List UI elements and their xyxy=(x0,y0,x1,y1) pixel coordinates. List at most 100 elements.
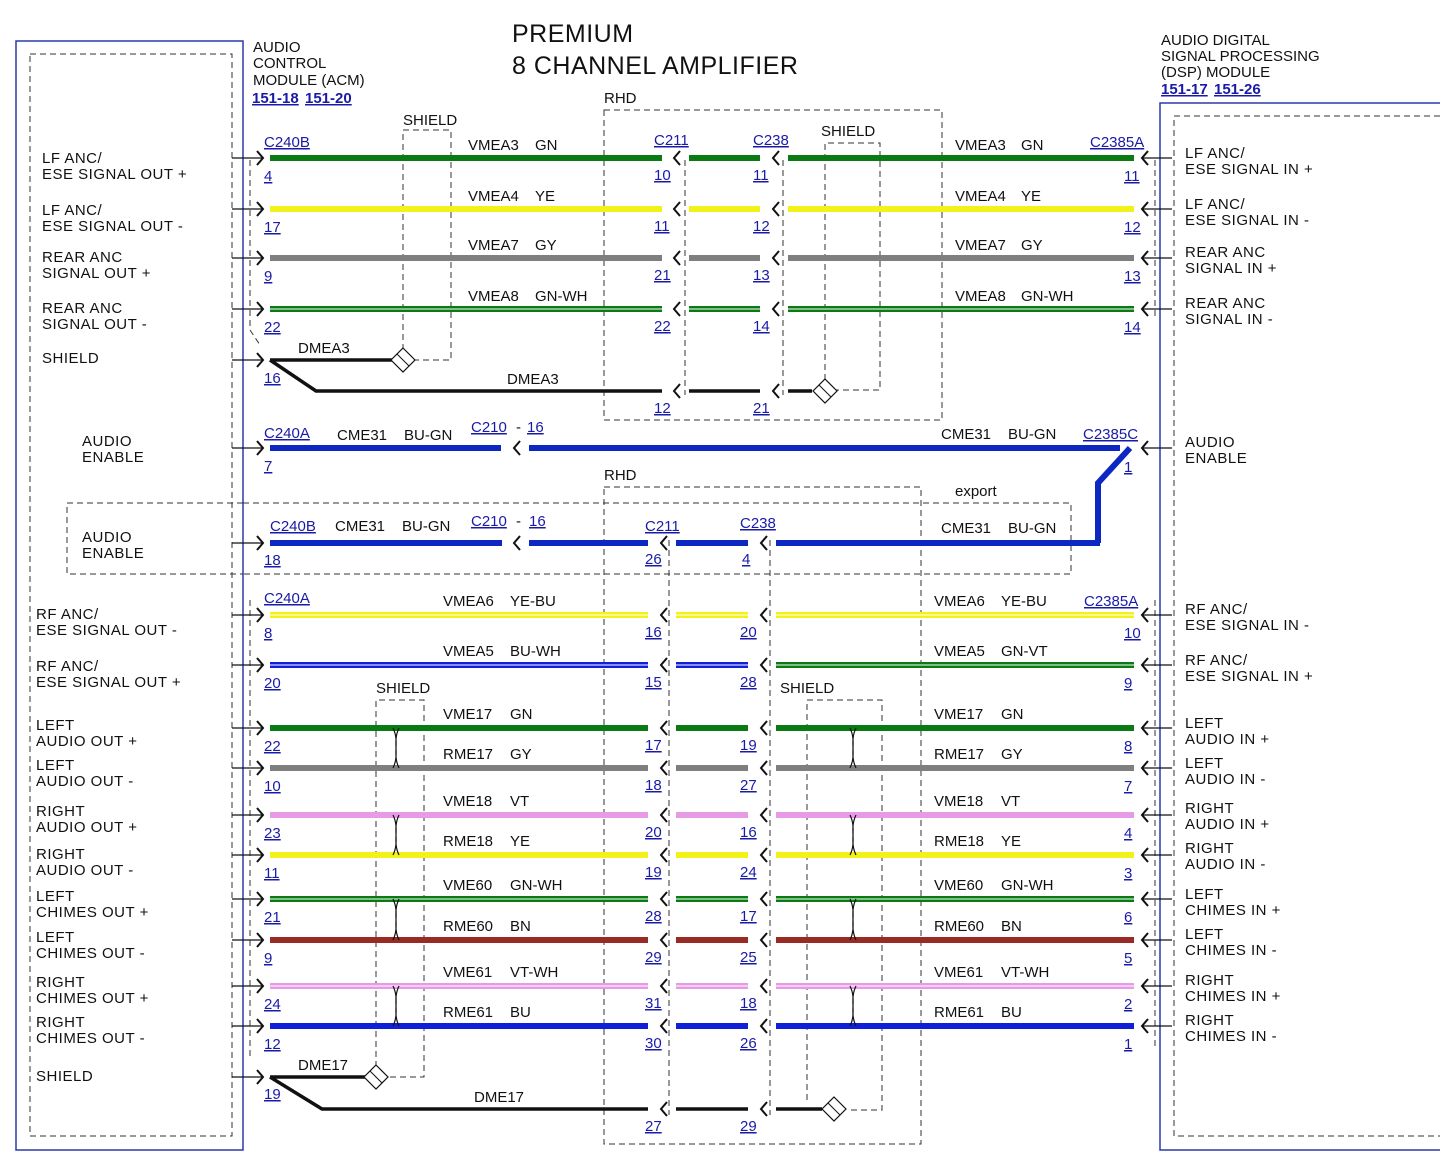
enable1-pin-dsp[interactable]: 1 xyxy=(1124,459,1132,476)
circuit-rme17-pin-c211[interactable]: 18 xyxy=(645,777,662,794)
circuit-vmea4-color-right: YE xyxy=(1021,188,1041,205)
circuit-rme60-pin-acm[interactable]: 9 xyxy=(264,950,272,967)
circuit-vme17-pin-c211[interactable]: 17 xyxy=(645,737,662,754)
circuit-vmea3-pin-c211[interactable]: 10 xyxy=(654,167,671,184)
circuit-vmea5-pin-c211[interactable]: 15 xyxy=(645,674,662,691)
acm-ref-link-1[interactable]: 151-18 xyxy=(252,90,299,107)
circuit-vmea4-pin-dsp[interactable]: 12 xyxy=(1124,219,1141,236)
connector-c240a-mid[interactable]: C240A xyxy=(264,425,310,442)
drain-top-pin-acm[interactable]: 16 xyxy=(264,370,281,387)
circuit-rme61-pin-dsp[interactable]: 1 xyxy=(1124,1036,1132,1053)
acm-ref-link-2[interactable]: 151-20 xyxy=(305,90,352,107)
circuit-rme18-pin-c238[interactable]: 24 xyxy=(740,864,757,881)
enable2-pin-c238[interactable]: 4 xyxy=(742,551,750,568)
drain-top-wire xyxy=(269,358,662,393)
circuit-vmea4-pin-acm[interactable]: 17 xyxy=(264,219,281,236)
circuit-vme60-pin-acm[interactable]: 21 xyxy=(264,909,281,926)
drain-low-c211-arrow xyxy=(659,1101,668,1117)
circuit-rme18-pin-dsp[interactable]: 3 xyxy=(1124,865,1132,882)
circuit-rme18-pin-c211[interactable]: 19 xyxy=(645,864,662,881)
enable2-pin-acm[interactable]: 18 xyxy=(264,552,281,569)
connector-c240b-mid[interactable]: C240B xyxy=(270,518,316,535)
circuit-vme60-pin-c238[interactable]: 17 xyxy=(740,908,757,925)
acm-pin-label: ENABLE xyxy=(82,545,144,562)
acm-pin-label: SHIELD xyxy=(42,350,99,367)
dsp-ref-link-1[interactable]: 151-17 xyxy=(1161,81,1208,98)
circuit-vme18-pin-c238[interactable]: 16 xyxy=(740,824,757,841)
circuit-vmea6-pin-c211[interactable]: 16 xyxy=(645,624,662,641)
connector-c210-mid2-pin[interactable]: 16 xyxy=(529,513,546,530)
circuit-vmea8-pin-acm[interactable]: 22 xyxy=(264,319,281,336)
drain-top-pin-c211[interactable]: 12 xyxy=(654,400,671,417)
enable1-pin-acm[interactable]: 7 xyxy=(264,458,272,475)
drain-top-c238-arrow xyxy=(771,383,780,399)
circuit-vme17-label-right: VME17 xyxy=(934,706,983,723)
circuit-rme60-pin-c238[interactable]: 25 xyxy=(740,949,757,966)
twisted-pair-right-1 xyxy=(849,727,857,769)
connector-c2385c[interactable]: C2385C xyxy=(1083,426,1138,443)
circuit-vmea3-pin-acm[interactable]: 4 xyxy=(264,168,272,185)
circuit-vme61-pin-c211[interactable]: 31 xyxy=(645,995,662,1012)
circuit-vme17-pin-c238[interactable]: 19 xyxy=(740,737,757,754)
circuit-rme60-pin-c211[interactable]: 29 xyxy=(645,949,662,966)
circuit-vme60-pin-c211[interactable]: 28 xyxy=(645,908,662,925)
circuit-vmea6-pin-acm[interactable]: 8 xyxy=(264,625,272,642)
dsp-pin-label: CHIMES IN + xyxy=(1185,988,1281,1005)
connector-c2385a-low[interactable]: C2385A xyxy=(1084,593,1138,610)
circuit-rme17-pin-acm[interactable]: 10 xyxy=(264,778,281,795)
circuit-vme61-pin-acm[interactable]: 24 xyxy=(264,996,281,1013)
drain-low-pin-c238[interactable]: 29 xyxy=(740,1118,757,1135)
connector-c238-mid[interactable]: C238 xyxy=(740,515,776,532)
drain-top-pin-c238[interactable]: 21 xyxy=(753,400,770,417)
connector-c210-mid2[interactable]: C210 xyxy=(471,513,507,530)
circuit-vmea7-pin-c238[interactable]: 13 xyxy=(753,267,770,284)
circuit-vmea8-color-right: GN-WH xyxy=(1021,288,1074,305)
connector-c238-top[interactable]: C238 xyxy=(753,132,789,149)
circuit-vmea8-pin-c211[interactable]: 22 xyxy=(654,318,671,335)
circuit-rme17-pin-c238[interactable]: 27 xyxy=(740,777,757,794)
circuit-vme60-pin-dsp[interactable]: 6 xyxy=(1124,909,1132,926)
circuit-rme61-pin-c211[interactable]: 30 xyxy=(645,1035,662,1052)
connector-c240b-top[interactable]: C240B xyxy=(264,134,310,151)
circuit-vmea7-pin-c211[interactable]: 21 xyxy=(654,267,671,284)
drain-low-pin-acm[interactable]: 19 xyxy=(264,1086,281,1103)
connector-c211-top[interactable]: C211 xyxy=(654,132,689,149)
circuit-vme17-pin-acm[interactable]: 22 xyxy=(264,738,281,755)
circuit-vme17-pin-dsp[interactable]: 8 xyxy=(1124,738,1132,755)
enable2-pin-c211[interactable]: 26 xyxy=(645,551,662,568)
dsp-ref-link-2[interactable]: 151-26 xyxy=(1214,81,1261,98)
circuit-rme18-pin-acm[interactable]: 11 xyxy=(264,865,280,882)
drain-low-left-arrow xyxy=(256,1069,265,1085)
circuit-rme61-pin-acm[interactable]: 12 xyxy=(264,1036,281,1053)
circuit-vmea6-pin-dsp[interactable]: 10 xyxy=(1124,625,1141,642)
circuit-vmea3-pin-dsp[interactable]: 11 xyxy=(1124,168,1140,185)
circuit-vmea5-pin-c238[interactable]: 28 xyxy=(740,674,757,691)
circuit-vme61-pin-c238[interactable]: 18 xyxy=(740,995,757,1012)
circuit-vmea5-pin-dsp[interactable]: 9 xyxy=(1124,675,1132,692)
connector-c2385a-top[interactable]: C2385A xyxy=(1090,134,1144,151)
connector-c210-mid-pin[interactable]: 16 xyxy=(527,419,544,436)
circuit-vmea5-pin-acm[interactable]: 20 xyxy=(264,675,281,692)
circuit-vme18-pin-acm[interactable]: 23 xyxy=(264,825,281,842)
circuit-vmea8-pin-dsp[interactable]: 14 xyxy=(1124,319,1141,336)
circuit-vme61-pin-dsp[interactable]: 2 xyxy=(1124,996,1132,1013)
circuit-vme60-color-right: GN-WH xyxy=(1001,877,1054,894)
connector-c210-mid[interactable]: C210 xyxy=(471,419,507,436)
circuit-vmea3-pin-c238[interactable]: 11 xyxy=(753,167,769,184)
connector-c211-mid[interactable]: C211 xyxy=(645,518,680,535)
circuit-vmea7-pin-dsp[interactable]: 13 xyxy=(1124,268,1141,285)
circuit-vmea8-pin-c238[interactable]: 14 xyxy=(753,318,770,335)
circuit-vmea7-pin-acm[interactable]: 9 xyxy=(264,268,272,285)
circuit-rme60-pin-dsp[interactable]: 5 xyxy=(1124,950,1132,967)
circuit-vmea4-pin-c211[interactable]: 11 xyxy=(654,218,670,235)
circuit-vmea6-pin-c238[interactable]: 20 xyxy=(740,624,757,641)
circuit-rme61-pin-c238[interactable]: 26 xyxy=(740,1035,757,1052)
circuit-vme60-label-left: VME60 xyxy=(443,877,492,894)
circuit-vmea4-pin-c238[interactable]: 12 xyxy=(753,218,770,235)
circuit-vme18-pin-dsp[interactable]: 4 xyxy=(1124,825,1132,842)
circuit-rme61-c238-arrow xyxy=(759,1018,768,1034)
connector-c240a-low[interactable]: C240A xyxy=(264,590,310,607)
circuit-vme18-pin-c211[interactable]: 20 xyxy=(645,824,662,841)
circuit-rme17-pin-dsp[interactable]: 7 xyxy=(1124,778,1132,795)
drain-low-pin-c211[interactable]: 27 xyxy=(645,1118,662,1135)
